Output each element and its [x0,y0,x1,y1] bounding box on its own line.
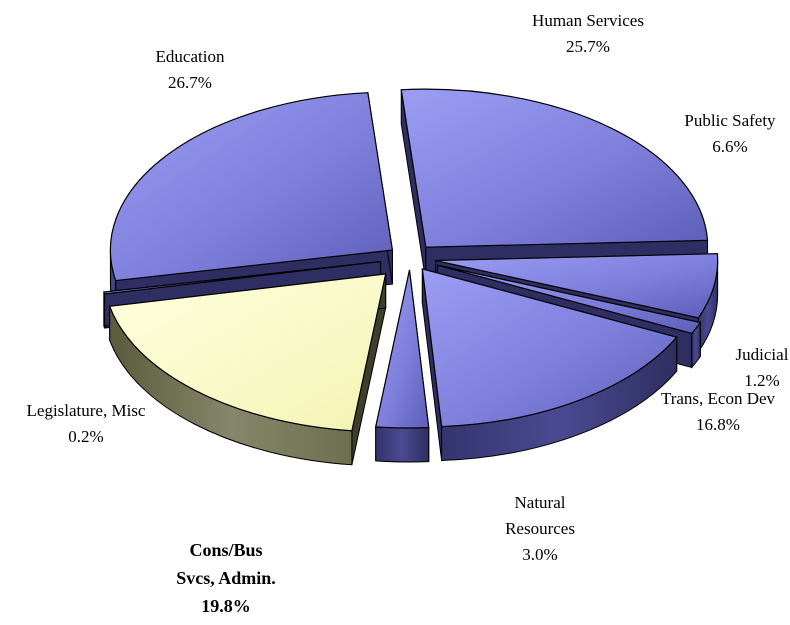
slice-value-label: 16.8% [696,415,740,434]
slice-value-label: 0.2% [68,427,103,446]
slice-value-label: 6.6% [712,137,747,156]
pie-slice-cons-bus-svcs-admin [108,273,387,432]
slice-category-label: Resources [505,519,575,538]
slice-tops [103,88,719,432]
pie-slice-education [109,92,394,282]
slice-category-label: Human Services [532,11,644,30]
slice-value-label: 25.7% [566,37,610,56]
slice-category-label: Public Safety [684,111,776,130]
pie-slice-natural-resources [374,269,430,429]
slice-value-label: 19.8% [201,596,251,616]
slice-category-label: Trans, Econ Dev [661,389,776,408]
slice-category-label: Svcs, Admin. [176,568,276,588]
slice-category-label: Education [156,47,225,66]
slice-rim [375,426,430,463]
slice-labels: Human Services 25.7% Public Safety 6.6% Judi… [27,11,789,616]
pie-slice-human-services [400,88,709,248]
slice-category-label: Cons/Bus [189,540,262,560]
slice-category-label: Natural [515,493,566,512]
slice-value-label: 3.0% [522,545,557,564]
pie-slice-trans-econ-dev [421,268,678,428]
pie-slice-judicial [437,264,702,335]
slice-value-label: 26.7% [168,73,212,92]
pie-slice-public-safety [435,253,719,319]
slice-category-label: Judicial [736,345,789,364]
slice-value-label: 1.2% [744,371,779,390]
slice-rim [103,291,106,329]
pie-slice-legislature-misc [103,260,381,295]
slice-category-label: Legislature, Misc [27,401,146,420]
